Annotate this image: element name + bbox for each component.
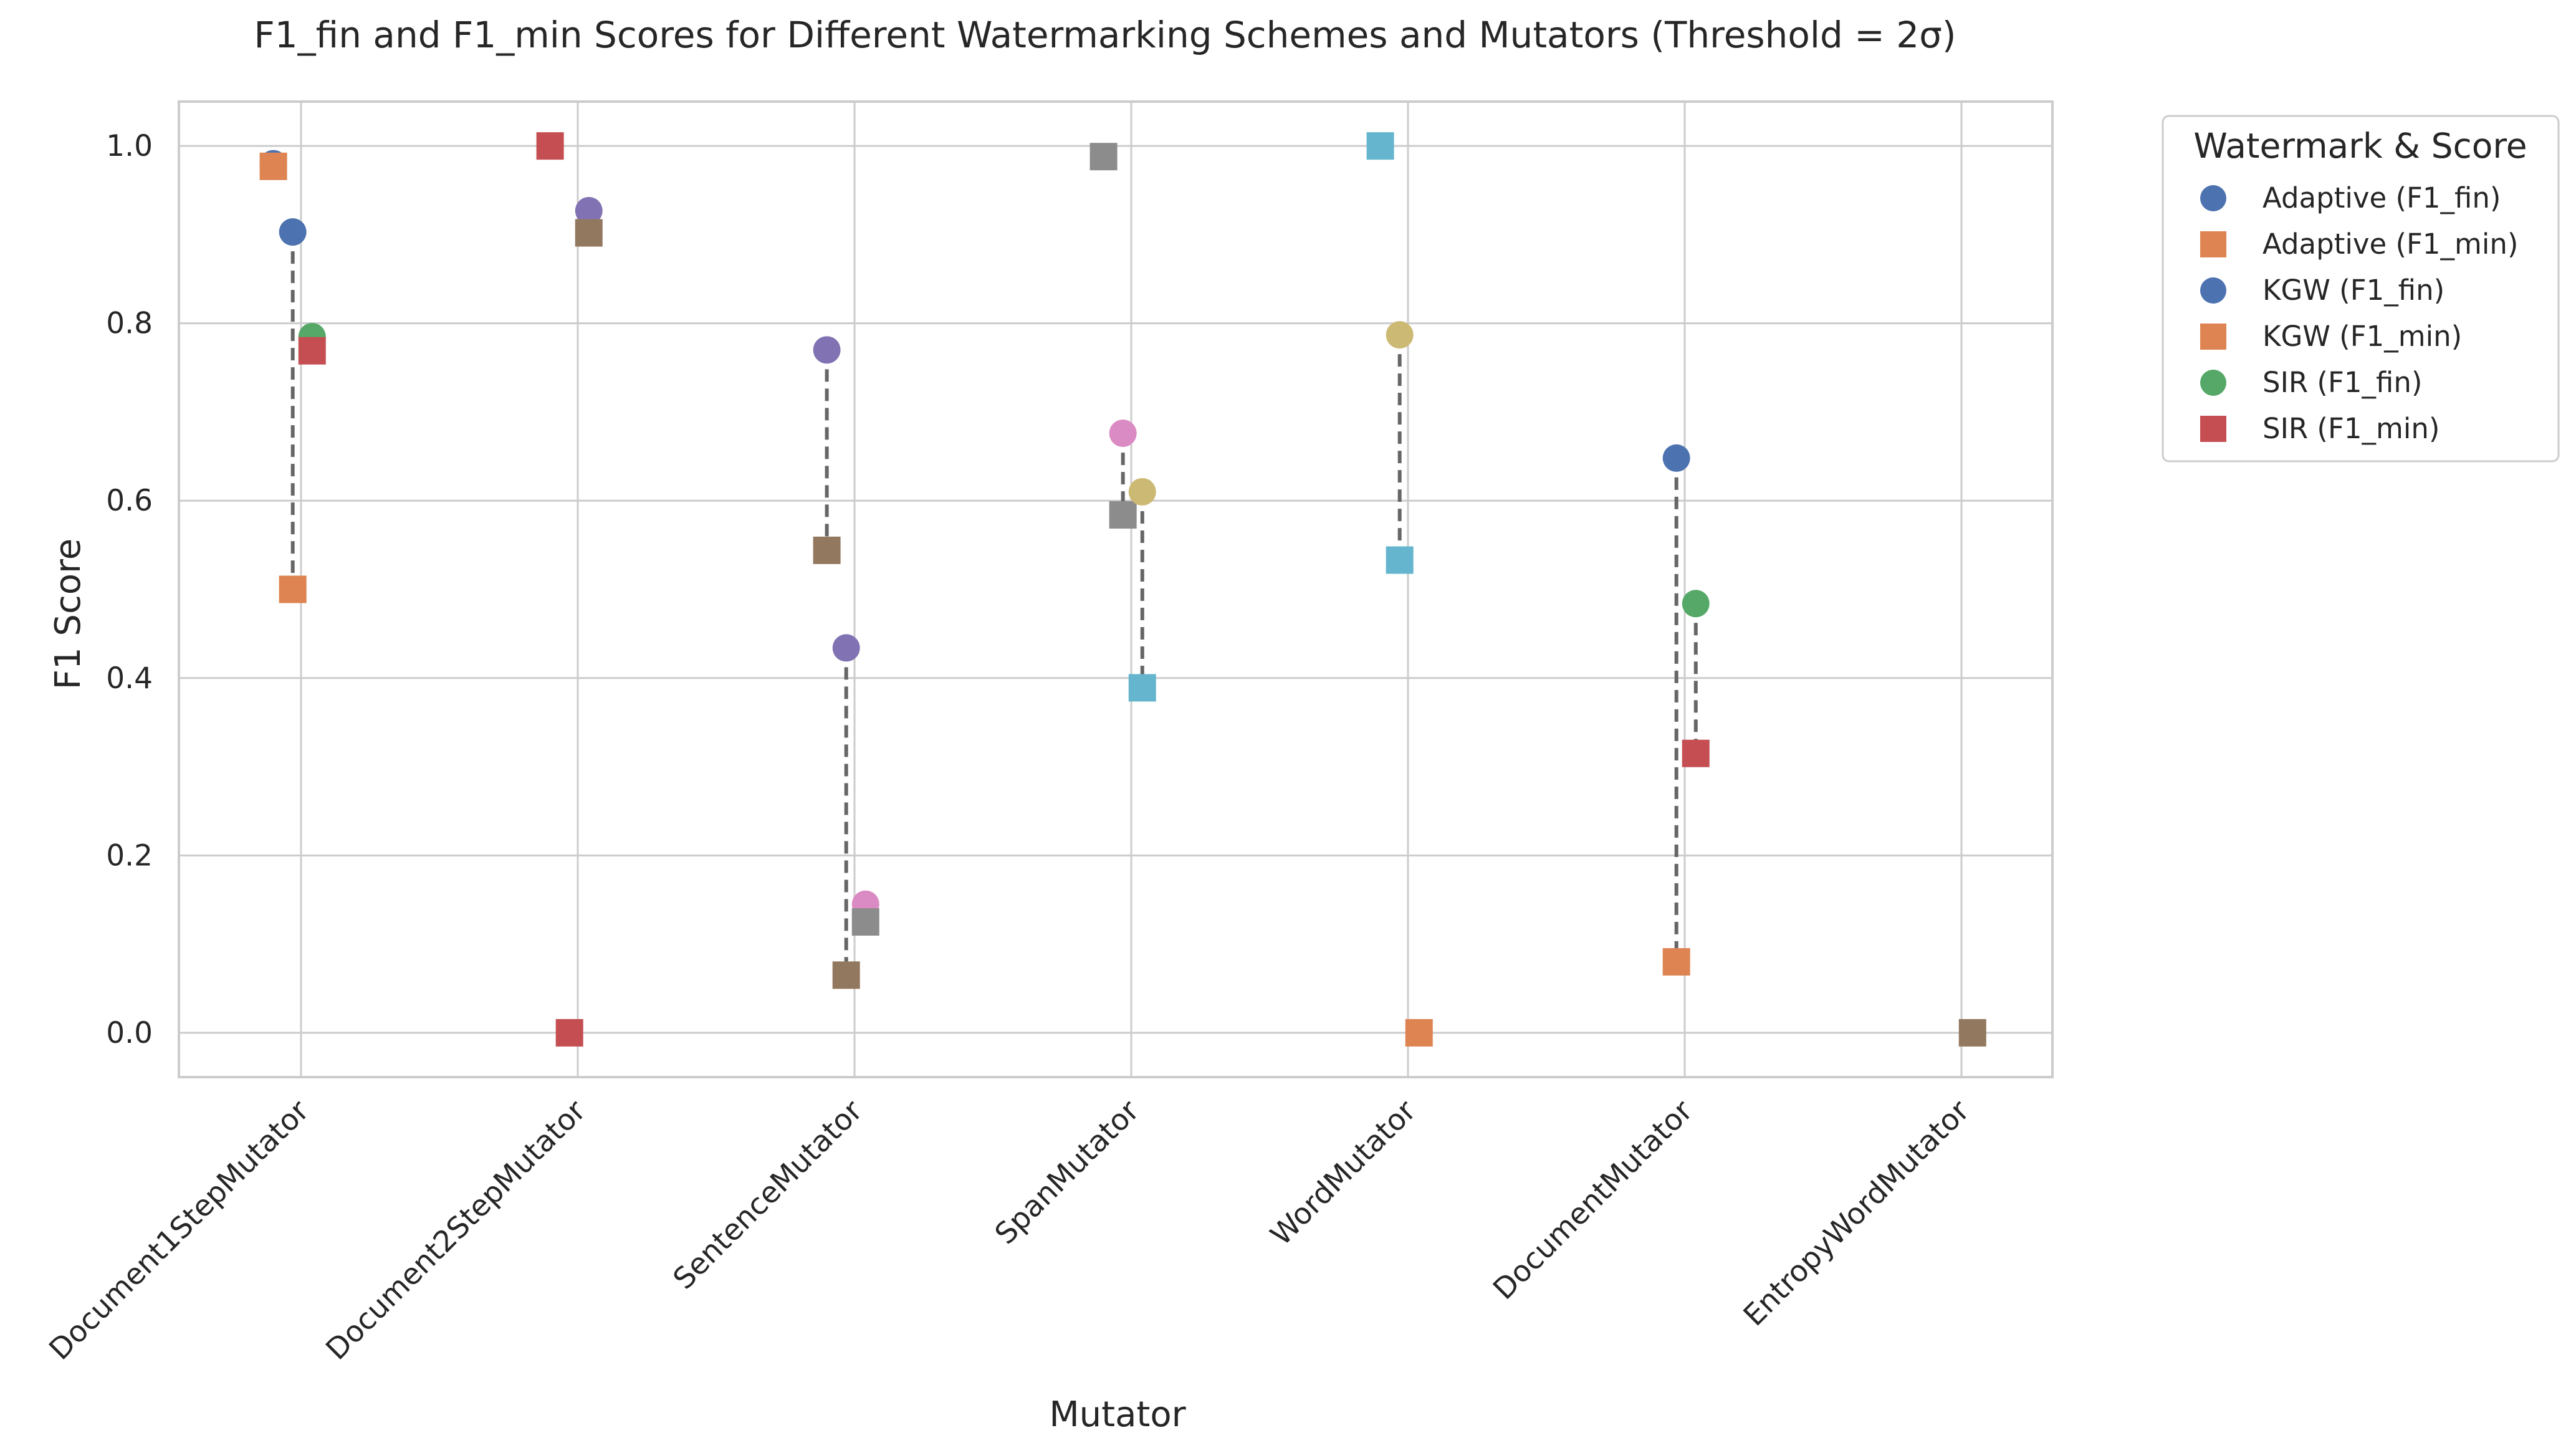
point-f1-min — [851, 908, 879, 936]
legend-entry-label: Adaptive (F1_min) — [2262, 228, 2518, 261]
point-f1-fin — [1682, 590, 1710, 618]
legend-entry-label: SIR (F1_min) — [2262, 412, 2440, 445]
point-f1-fin — [832, 634, 860, 662]
legend-entry-label: SIR (F1_fin) — [2262, 366, 2422, 399]
legend: Watermark & Score Adaptive (F1_fin)Adapt… — [2162, 115, 2560, 463]
point-f1-min — [575, 219, 603, 247]
point-f1-fin — [575, 196, 603, 224]
legend-marker-circle — [2200, 370, 2226, 396]
y-tick-label: 0.0 — [106, 1016, 153, 1050]
point-f1-min — [1958, 1019, 1986, 1047]
point-f1-min — [1682, 739, 1710, 767]
point-f1-fin — [279, 218, 307, 246]
y-tick-label: 0.4 — [106, 661, 153, 696]
point-f1-min — [536, 132, 564, 160]
data-points — [259, 132, 1986, 1047]
point-f1-fin — [1386, 321, 1414, 349]
point-f1-min — [1386, 546, 1414, 574]
point-f1-min — [1128, 674, 1156, 702]
point-f1-min — [1366, 132, 1394, 160]
point-f1-min — [1662, 948, 1690, 976]
legend-marker-square — [2200, 416, 2226, 442]
y-tick-label: 0.6 — [106, 484, 153, 518]
legend-title: Watermark & Score — [2193, 126, 2527, 166]
grid — [179, 102, 2052, 1077]
legend-entry-label: KGW (F1_min) — [2262, 320, 2462, 353]
point-f1-min — [298, 337, 326, 365]
point-f1-min — [279, 575, 307, 603]
legend-marker-circle — [2200, 277, 2226, 304]
y-tick-label: 0.8 — [106, 307, 153, 341]
legend-entries: Adaptive (F1_fin) Adaptive (F1_min) KGW (F… — [2200, 181, 2518, 445]
point-f1-fin — [1109, 420, 1137, 448]
point-f1-fin — [1662, 444, 1690, 472]
plot-area-border — [178, 100, 2054, 1078]
y-tick-label: 1.0 — [106, 129, 153, 163]
point-f1-min — [555, 1019, 583, 1047]
chart-title: F1_fin and F1_min Scores for Different W… — [254, 14, 1956, 56]
legend-marker-square — [2200, 231, 2226, 257]
legend-entry-label: Adaptive (F1_fin) — [2262, 181, 2501, 214]
legend-marker-square — [2200, 324, 2226, 350]
point-f1-min — [813, 536, 841, 564]
y-axis-label: F1 Score — [48, 539, 89, 689]
y-tick-label: 0.2 — [106, 838, 153, 873]
x-axis-label: Mutator — [1049, 1394, 1186, 1435]
point-f1-min — [1109, 501, 1137, 529]
plot-frame — [178, 100, 2054, 1078]
point-f1-min — [832, 961, 860, 989]
y-axis-ticks: 0.0 0.2 0.4 0.6 0.8 1.0 — [106, 129, 153, 1050]
legend-frame — [2162, 115, 2560, 463]
point-f1-fin — [1128, 478, 1156, 506]
point-f1-fin — [813, 336, 841, 364]
legend-entry-label: KGW (F1_fin) — [2262, 274, 2444, 307]
point-f1-min — [1405, 1019, 1433, 1047]
point-f1-min — [259, 152, 287, 180]
legend-marker-circle — [2200, 185, 2226, 211]
point-f1-min — [1089, 143, 1118, 171]
